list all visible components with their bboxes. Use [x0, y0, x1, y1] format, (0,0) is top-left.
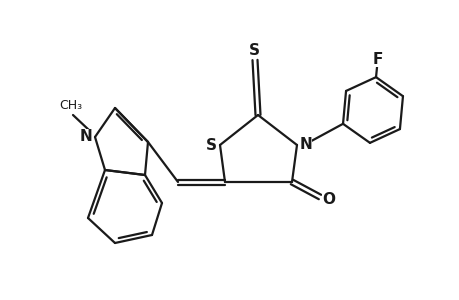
Text: O: O [322, 191, 335, 206]
Text: S: S [205, 137, 216, 152]
Text: S: S [248, 43, 259, 58]
Text: F: F [372, 52, 382, 67]
Text: CH₃: CH₃ [59, 98, 82, 112]
Text: N: N [299, 136, 312, 152]
Text: N: N [79, 128, 92, 143]
